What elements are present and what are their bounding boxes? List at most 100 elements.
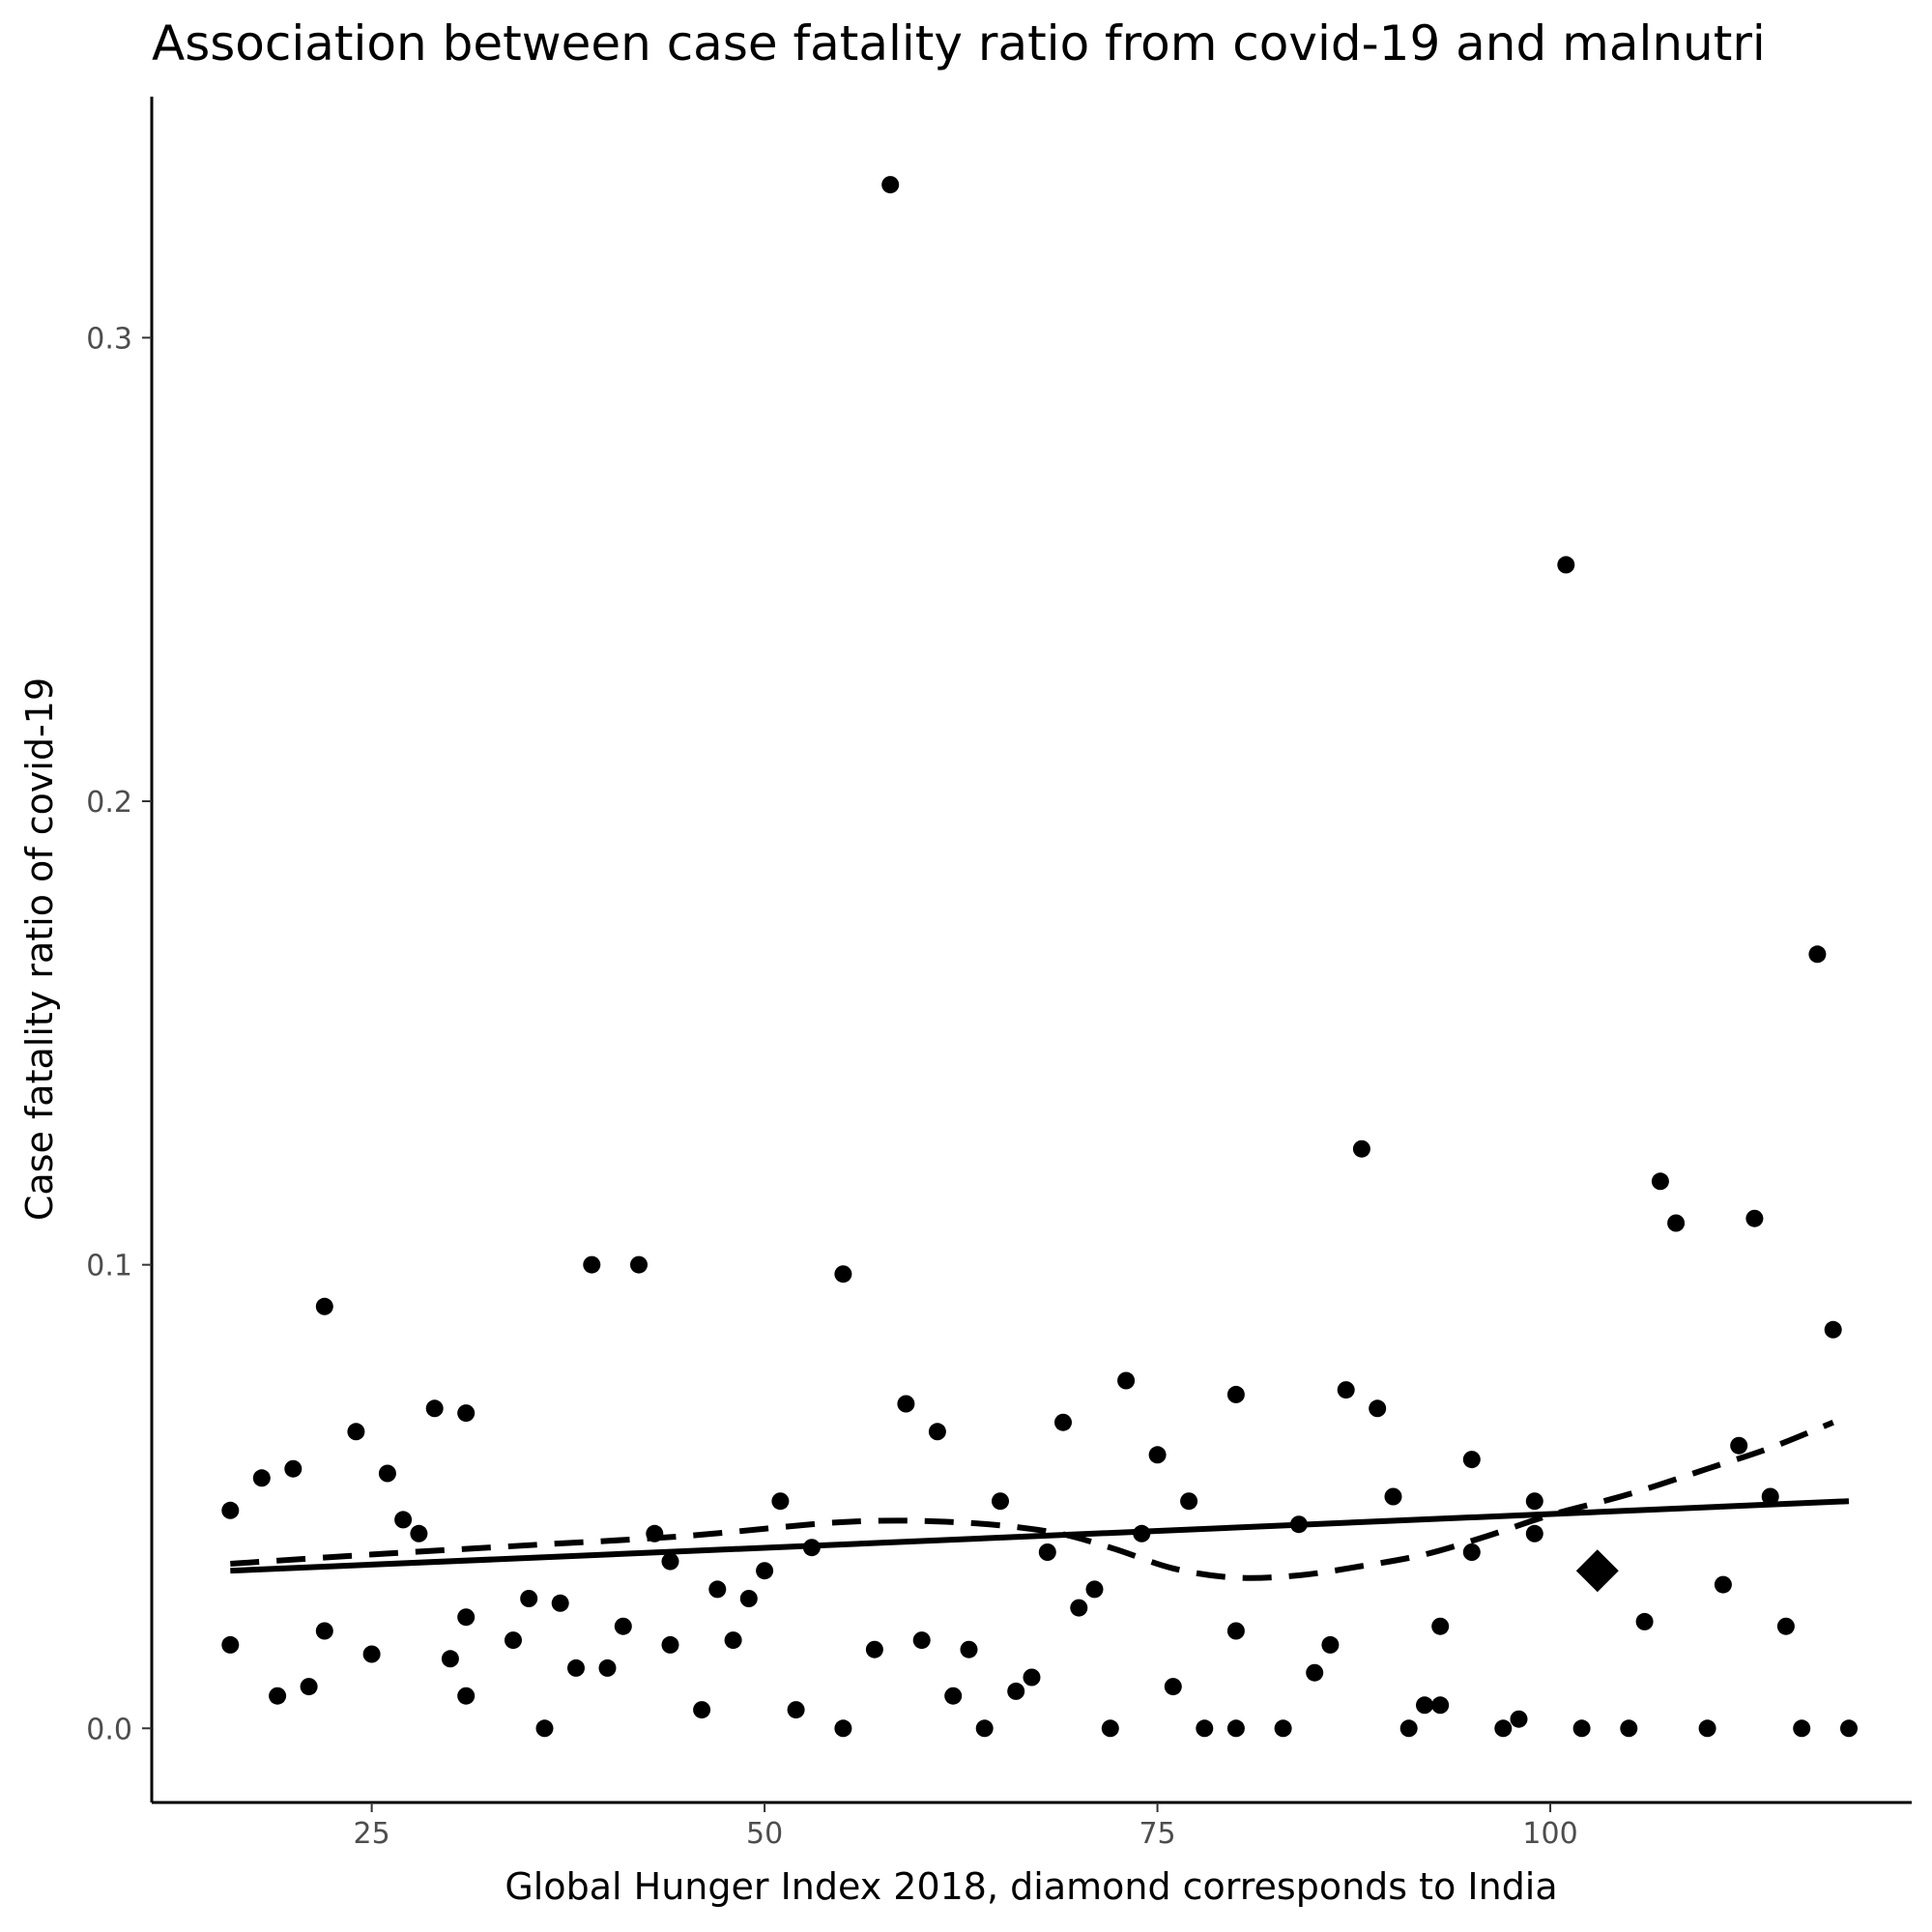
data-point [787,1701,805,1719]
data-point [1337,1381,1355,1399]
data-point [583,1255,601,1274]
data-point [928,1423,946,1441]
data-point [1085,1580,1104,1599]
data-point [362,1645,381,1663]
data-point [1462,1543,1481,1561]
data-point [1023,1668,1041,1687]
data-point [1399,1719,1418,1738]
data-point [630,1255,648,1274]
data-point [1525,1524,1543,1543]
data-point [1776,1617,1795,1635]
data-point [457,1404,476,1423]
data-point [614,1617,632,1635]
data-point [221,1635,240,1654]
data-point [347,1423,365,1441]
data-point [739,1590,758,1607]
data-point [834,1719,852,1738]
data-point [1635,1612,1654,1630]
data-point [1196,1719,1214,1738]
data-point [1431,1617,1450,1635]
data-point [457,1687,476,1705]
x-tick-label: 25 [354,1817,390,1851]
data-point [1180,1492,1198,1511]
data-point [708,1580,727,1599]
data-point [457,1608,476,1627]
data-point [1698,1719,1716,1738]
data-point [1730,1436,1748,1455]
chart-title: Association between case fatality ratio … [152,15,1766,72]
data-point [1808,945,1827,964]
x-tick-label: 75 [1139,1817,1175,1851]
data-point [1321,1635,1340,1654]
data-point [1117,1371,1136,1390]
data-point [1510,1710,1528,1728]
data-point [567,1658,585,1677]
data-point [1352,1139,1370,1158]
data-point [1572,1719,1591,1738]
tick-labels: 25 50 75 100 0.0 0.1 0.2 0.3 [86,322,1577,1851]
data-point [598,1658,617,1677]
data-point [1824,1320,1842,1339]
data-point [378,1464,396,1483]
data-point [1525,1492,1543,1511]
data-point [315,1622,333,1640]
data-point [1745,1209,1764,1227]
data-point [992,1492,1009,1511]
data-point [912,1631,931,1650]
data-point [551,1594,569,1612]
data-point [756,1562,774,1580]
y-tick-label: 0.2 [86,786,132,820]
data-point [865,1640,883,1658]
data-point [1054,1413,1072,1431]
data-point [1651,1172,1669,1191]
data-point [1226,1385,1245,1403]
x-tick-label: 100 [1522,1817,1577,1851]
data-point [1840,1719,1858,1738]
data-point [221,1501,240,1519]
data-point [944,1687,963,1705]
plot-area [221,176,1858,1738]
data-point [661,1552,679,1571]
smooth-fit-line [230,1419,1834,1581]
data-point [724,1631,742,1650]
data-point [269,1687,287,1705]
data-point [535,1719,554,1738]
data-point [1306,1663,1324,1682]
data-point [1431,1696,1450,1715]
data-point [520,1590,538,1607]
data-point [505,1631,522,1650]
data-point [881,176,900,194]
x-axis-title: Global Hunger Index 2018, diamond corres… [505,1865,1557,1908]
data-point [1714,1575,1732,1594]
data-point [315,1297,333,1315]
data-point [1007,1682,1025,1700]
data-point [1667,1214,1686,1232]
y-tick-label: 0.0 [86,1713,132,1746]
data-point [410,1524,428,1543]
data-point [1148,1446,1167,1464]
data-point [1070,1599,1088,1617]
data-point [1761,1487,1779,1506]
data-point [897,1395,915,1413]
data-point [834,1265,852,1283]
y-tick-label: 0.3 [86,322,132,356]
data-point [1494,1719,1513,1738]
y-tick-label: 0.1 [86,1250,132,1283]
data-point [960,1640,978,1658]
data-point [300,1678,318,1696]
linear-fit-line [230,1498,1850,1574]
data-point [771,1492,790,1511]
data-point [1274,1719,1292,1738]
axes [150,97,1912,1804]
data-point [284,1459,303,1478]
data-point [1416,1696,1433,1715]
data-point [1038,1543,1056,1561]
data-point [661,1635,679,1654]
y-axis-title: Case fatality ratio of covid-19 [18,678,61,1221]
data-point [1101,1719,1119,1738]
data-point [425,1399,444,1418]
data-point [693,1701,711,1719]
x-tick-label: 50 [746,1817,783,1851]
data-point [1164,1678,1182,1696]
